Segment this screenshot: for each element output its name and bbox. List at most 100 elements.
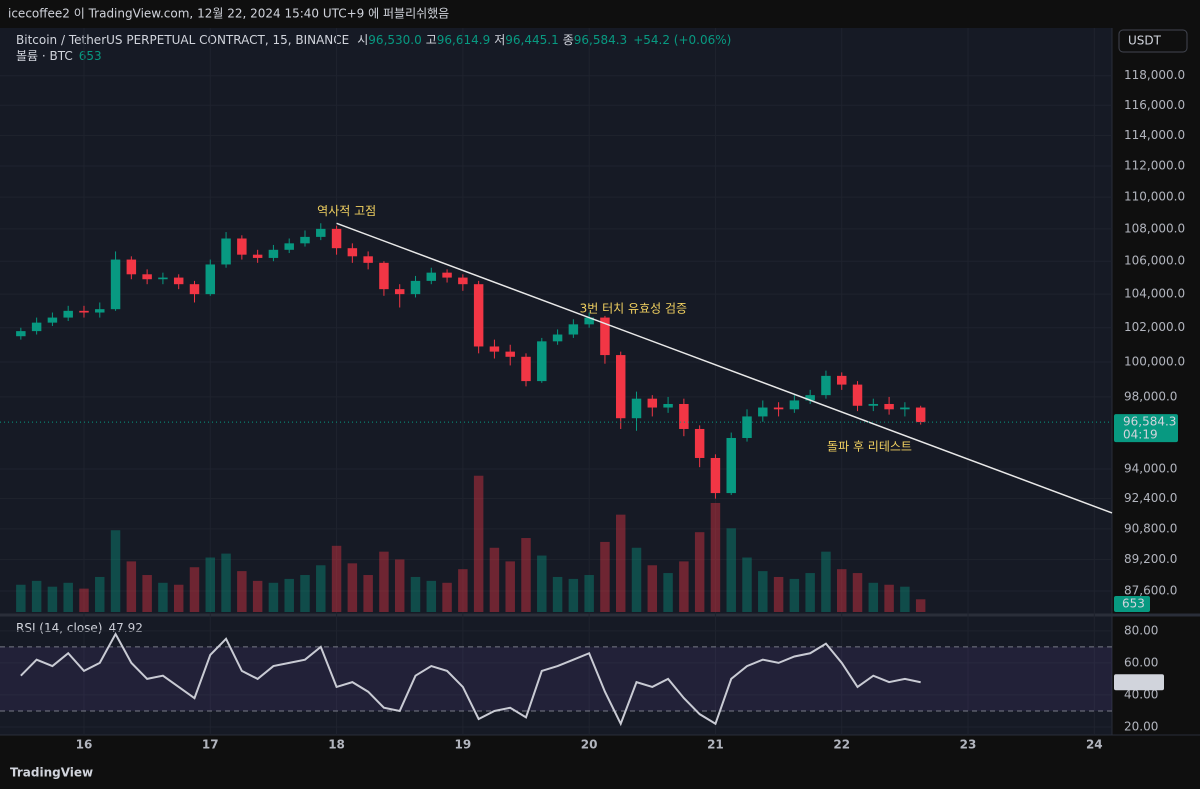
candle-body <box>584 317 594 325</box>
volume-bar <box>363 575 373 612</box>
candle-body <box>726 437 736 494</box>
volume-bar <box>158 582 168 612</box>
volume-bar <box>426 580 437 612</box>
candle-body <box>426 272 437 281</box>
legend-row: 볼륨 · BTC 653 <box>16 49 102 63</box>
currency[interactable]: USDT <box>1128 34 1162 48</box>
candle-body <box>773 407 784 410</box>
y-tick-label: 110,000.0 <box>1124 190 1185 204</box>
candle-body <box>31 322 42 332</box>
candle-body <box>568 324 579 335</box>
candle-body <box>647 398 658 408</box>
y-tick-label: 98,000.0 <box>1124 389 1177 403</box>
volume-bar <box>521 538 531 612</box>
x-tick-label: 18 <box>328 738 345 752</box>
y-tick-label: 89,200.0 <box>1124 552 1177 566</box>
candle-body <box>47 317 58 323</box>
candle-body <box>789 400 800 410</box>
volume-bar <box>31 580 42 612</box>
candle-body <box>915 407 926 423</box>
annotation: 3번 터치 유효성 검증 <box>580 302 687 316</box>
volume-bar <box>726 528 736 612</box>
legend-item: 96,445.1 <box>505 33 558 47</box>
candle-body <box>742 416 752 438</box>
candle-body <box>300 236 310 244</box>
legend-item: 96,584.3 <box>574 33 627 47</box>
volume-bar <box>773 576 784 612</box>
volume-value-box <box>1114 596 1150 612</box>
volume-bar <box>615 514 626 612</box>
legend-item: 종 <box>563 33 574 47</box>
candle-body <box>679 403 689 429</box>
last-price-label: 96,584.3 <box>1123 415 1176 429</box>
candle-body <box>158 277 168 280</box>
footer-logo: TradingView <box>10 766 93 780</box>
volume-bar <box>205 557 216 612</box>
candle-body <box>884 403 894 410</box>
volume-bar <box>679 561 689 612</box>
legend-item: 시 <box>357 33 368 47</box>
volume-bar <box>410 576 421 612</box>
volume-bar <box>663 573 673 612</box>
y-tick-label: 112,000.0 <box>1124 158 1185 172</box>
legend-row: RSI (14, close) 47.92 <box>16 621 143 635</box>
rsi-tick-label: 80.00 <box>1124 623 1158 637</box>
candle-body <box>552 334 563 342</box>
candle-body <box>252 254 263 258</box>
candle-body <box>16 331 26 337</box>
candle-body <box>852 384 863 406</box>
candle-body <box>63 310 73 318</box>
volume-bar <box>915 599 926 612</box>
candle-body <box>173 277 184 285</box>
y-tick-label: 92,400.0 <box>1124 491 1177 505</box>
volume-bar <box>836 569 847 612</box>
volume-bar <box>316 565 326 612</box>
volume-bar <box>884 584 894 612</box>
y-tick-label: 87,600.0 <box>1124 583 1177 597</box>
legend-item: Bitcoin / TetherUS PERPETUAL CONTRACT, 1… <box>16 33 349 47</box>
legend-item: 볼륨 · BTC <box>16 49 73 63</box>
candle-body <box>79 310 89 313</box>
candle-body <box>836 375 847 385</box>
candle-body <box>600 317 610 356</box>
volume-bar <box>394 559 405 612</box>
currency-button[interactable] <box>1118 29 1188 53</box>
legend: Bitcoin / TetherUS PERPETUAL CONTRACT, 1… <box>16 33 731 635</box>
candle-body <box>316 228 326 237</box>
legend-item: RSI (14, close) <box>16 621 102 635</box>
volume-bar <box>489 547 500 612</box>
volume-bar <box>237 571 247 612</box>
x-tick-label: 22 <box>833 738 850 752</box>
rsi-line <box>20 631 921 727</box>
candle-body <box>694 428 705 458</box>
volume-bar <box>789 578 800 612</box>
x-tick-label: 17 <box>202 738 219 752</box>
rsi-band-fill <box>0 646 1112 711</box>
volume-bar <box>600 541 610 612</box>
candle-body <box>663 403 673 408</box>
candle-body <box>237 238 247 255</box>
volume-bar <box>221 553 231 612</box>
candle-body <box>900 407 910 410</box>
y-tick-label: 108,000.0 <box>1124 221 1185 235</box>
annotation: 역사적 고점 <box>317 204 376 218</box>
volume-bar <box>173 584 184 612</box>
volume-bar <box>647 565 658 612</box>
volume-bar <box>584 575 594 612</box>
candle-body <box>95 309 105 313</box>
rsi-tick-label: 40.00 <box>1124 687 1158 701</box>
volume-bar <box>473 475 484 612</box>
legend-row: Bitcoin / TetherUS PERPETUAL CONTRACT, 1… <box>16 33 731 47</box>
candle-body <box>710 457 721 494</box>
volume-bar <box>268 582 279 612</box>
volume-bar <box>458 569 468 612</box>
candle-body <box>379 262 389 290</box>
candle-body <box>615 355 626 419</box>
volume-bar <box>505 561 515 612</box>
x-tick-label: 21 <box>707 738 724 752</box>
candle-body <box>189 284 200 295</box>
volume-bar <box>821 551 831 612</box>
candle-body <box>331 228 342 249</box>
candle-body <box>394 289 405 295</box>
rsi-value-label: 47.92 <box>1122 675 1156 689</box>
